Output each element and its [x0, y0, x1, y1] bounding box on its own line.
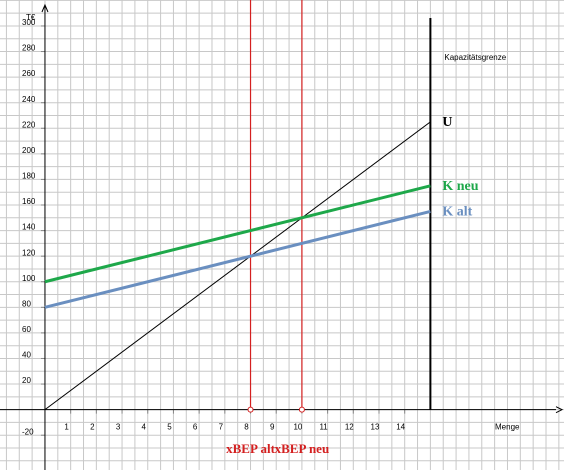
x-tick-label: 11 — [319, 423, 328, 432]
x-tick-label: 4 — [142, 423, 147, 432]
y-tick-label: 160 — [22, 197, 36, 206]
x-tick-label: 2 — [90, 423, 95, 432]
x-tick-label: 12 — [345, 423, 354, 432]
x-tick-label: 6 — [193, 423, 198, 432]
x-tick-label: 5 — [167, 423, 172, 432]
y-tick-label: 260 — [22, 69, 36, 78]
bep-marker — [298, 406, 305, 413]
y-tick-label: 280 — [22, 44, 36, 53]
x-tick-label: 14 — [396, 423, 405, 432]
y-tick-label: 300 — [22, 18, 36, 27]
y-tick-label: 120 — [22, 248, 36, 257]
y-tick-label: 40 — [22, 351, 31, 360]
series-label: K alt — [442, 205, 472, 220]
x-tick-label: 8 — [244, 423, 249, 432]
series-line — [44, 121, 431, 411]
bep-label: xBEP alt — [226, 441, 275, 456]
y-tick-label: 100 — [22, 274, 36, 283]
series-label: U — [442, 115, 452, 130]
y-tick-label: 80 — [22, 299, 31, 308]
x-tick-label: 3 — [116, 423, 121, 432]
x-tick-label: 10 — [293, 423, 302, 432]
x-arrow — [555, 406, 564, 414]
x-tick-label: 7 — [219, 423, 224, 432]
series-line — [44, 209, 431, 309]
y-arrow — [41, 3, 49, 13]
y-tick-label: -20 — [22, 427, 34, 436]
bep-marker — [247, 406, 254, 413]
y-tick-label: 180 — [22, 172, 36, 181]
x-tick-label: 13 — [371, 423, 380, 432]
y-axis-label: T€ — [26, 13, 36, 22]
capacity-label: Kapazitätsgrenze — [444, 53, 506, 62]
x-tick-label: 1 — [64, 423, 69, 432]
series-line — [44, 184, 431, 284]
y-tick-label: 60 — [22, 325, 31, 334]
x-tick-label: 9 — [270, 423, 275, 432]
bep-label: xBEP neu — [275, 441, 330, 456]
y-tick-label: 200 — [22, 146, 36, 155]
y-tick-label: 20 — [22, 376, 31, 385]
x-axis-label: Menge — [495, 423, 520, 432]
y-tick-label: 140 — [22, 223, 36, 232]
y-tick-label: 220 — [22, 120, 36, 129]
series-label: K neu — [442, 179, 478, 194]
y-tick-label: 240 — [22, 95, 36, 104]
